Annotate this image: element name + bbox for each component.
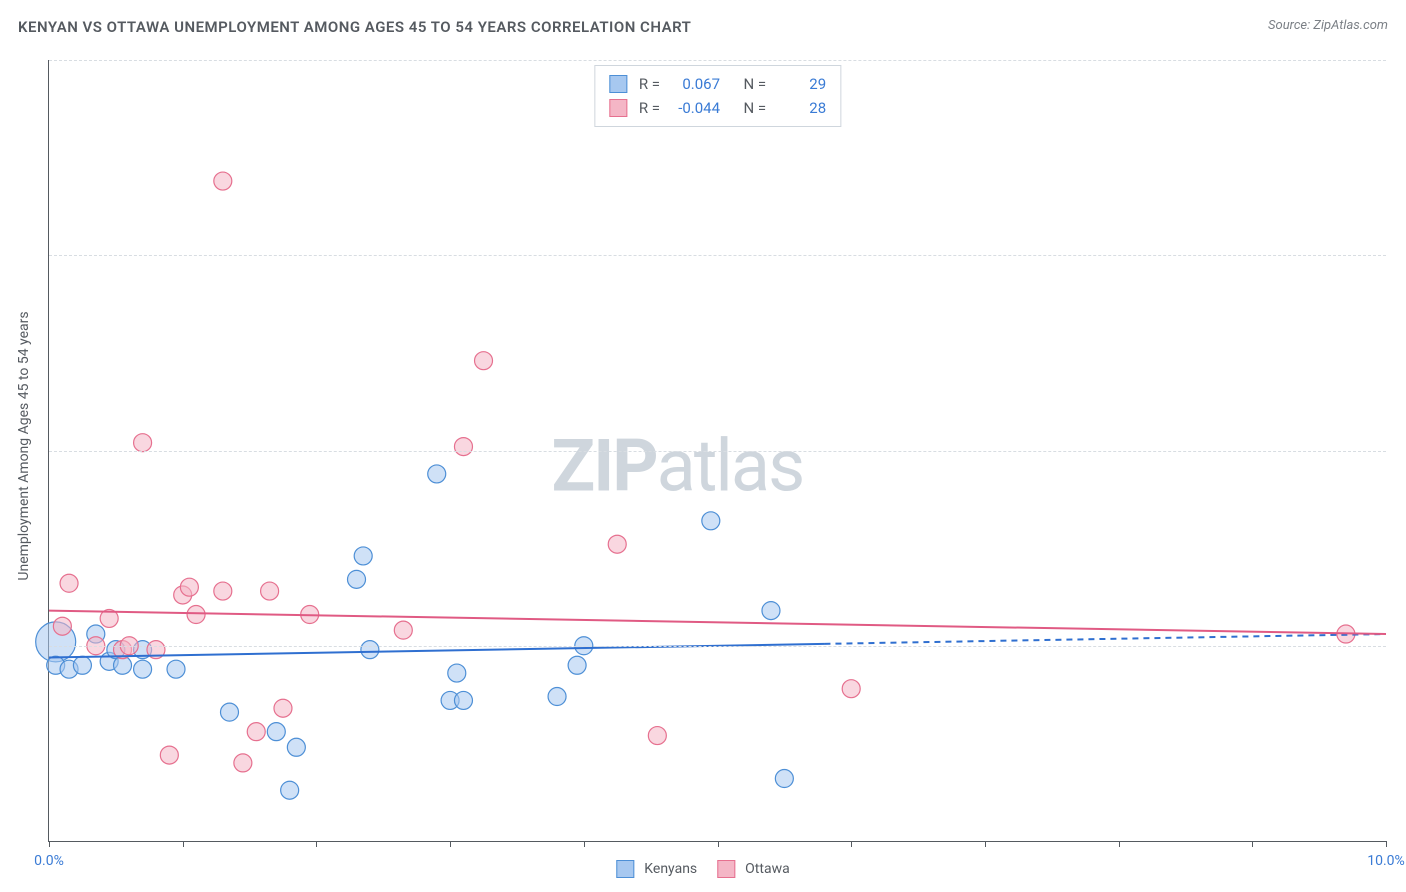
scatter-point [134,660,152,678]
stats-row-ottawa: R = -0.044 N = 28 [609,96,826,120]
y-tick-label: 10.0% [1396,443,1406,459]
legend-label-ottawa: Ottawa [745,861,790,877]
source-label: Source: ZipAtlas.com [1268,18,1388,33]
scatter-point [394,621,412,639]
x-tick [985,841,986,847]
n-label: N = [744,72,767,96]
r-value-kenyans: 0.067 [668,72,720,96]
scatter-point [73,656,91,674]
gridline [49,646,1386,647]
scatter-point [475,352,493,370]
gridline [49,60,1386,61]
y-axis-label: Unemployment Among Ages 45 to 54 years [16,311,32,580]
scatter-point [354,547,372,565]
scatter-point [53,617,71,635]
bottom-legend: Kenyans Ottawa [616,860,789,878]
scatter-point [608,535,626,553]
scatter-point [187,606,205,624]
scatter-point [454,438,472,456]
swatch-pink-icon [609,99,627,117]
gridline [49,255,1386,256]
x-tick [584,841,585,847]
r-value-ottawa: -0.044 [668,96,720,120]
plot-area: ZIPatlas R = 0.067 N = 29 R = -0.044 N =… [48,60,1386,842]
scatter-point [160,746,178,764]
scatter-point [775,770,793,788]
scatter-point [214,582,232,600]
legend-item-kenyans: Kenyans [616,860,697,878]
legend-label-kenyans: Kenyans [644,861,697,877]
y-tick-label: 20.0% [1396,52,1406,68]
scatter-point [568,656,586,674]
correlation-stats-box: R = 0.067 N = 29 R = -0.044 N = 28 [594,65,841,127]
scatter-point [274,699,292,717]
y-tick-label: 5.0% [1396,638,1406,654]
r-label-2: R = [639,96,660,120]
scatter-point [448,664,466,682]
scatter-point [267,723,285,741]
x-tick [183,841,184,847]
x-tick [1386,841,1387,847]
r-label: R = [639,72,660,96]
x-tick [49,841,50,847]
scatter-point [261,582,279,600]
x-tick [1119,841,1120,847]
x-tick [851,841,852,847]
scatter-point [348,570,366,588]
scatter-point [428,465,446,483]
x-tick-label: 0.0% [34,853,64,869]
swatch-blue-icon [609,75,627,93]
n-value-ottawa: 28 [774,96,826,120]
trend-line-dashed [824,634,1386,644]
x-tick-label: 10.0% [1367,853,1405,869]
scatter-point [287,738,305,756]
scatter-point [60,574,78,592]
x-tick [450,841,451,847]
scatter-point [234,754,252,772]
scatter-point [548,688,566,706]
scatter-point [134,434,152,452]
x-tick [718,841,719,847]
y-tick-label: 15.0% [1396,247,1406,263]
trend-line [49,611,1386,634]
scatter-point [842,680,860,698]
scatter-point [454,691,472,709]
scatter-point [762,602,780,620]
x-tick [316,841,317,847]
scatter-point [247,723,265,741]
scatter-point [281,781,299,799]
n-value-kenyans: 29 [774,72,826,96]
scatter-point [214,172,232,190]
n-label-2: N = [744,96,767,120]
scatter-point [702,512,720,530]
legend-item-ottawa: Ottawa [717,860,790,878]
scatter-point [180,578,198,596]
scatter-point [220,703,238,721]
chart-title: KENYAN VS OTTAWA UNEMPLOYMENT AMONG AGES… [18,18,691,36]
legend-swatch-pink-icon [717,860,735,878]
gridline [49,451,1386,452]
stats-row-kenyans: R = 0.067 N = 29 [609,72,826,96]
scatter-point [167,660,185,678]
x-tick [1252,841,1253,847]
scatter-point [648,727,666,745]
scatter-point [361,641,379,659]
legend-swatch-blue-icon [616,860,634,878]
